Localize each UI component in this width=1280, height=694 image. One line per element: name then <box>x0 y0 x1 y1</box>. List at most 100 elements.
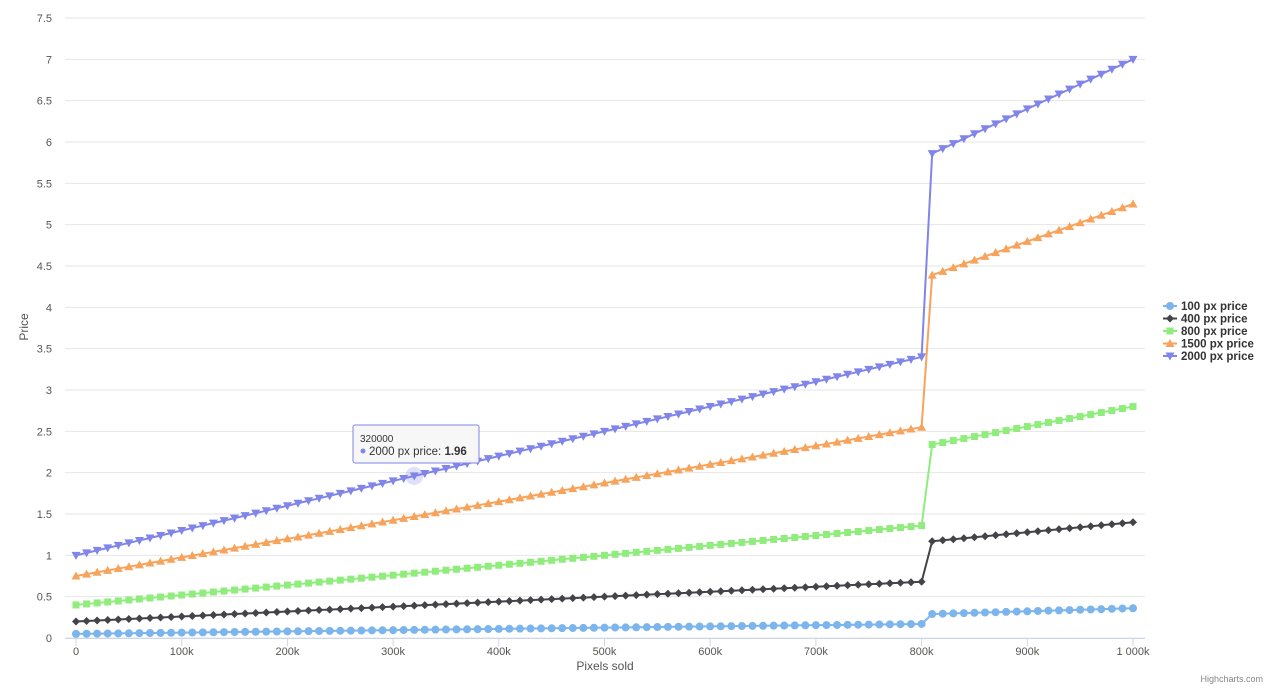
data-point <box>145 628 154 637</box>
data-point <box>864 365 874 374</box>
data-point <box>282 534 292 543</box>
data-point <box>462 502 472 511</box>
data-point <box>652 415 662 424</box>
legend-item[interactable]: 800 px price <box>1163 326 1247 338</box>
data-point <box>188 590 196 598</box>
data-point <box>885 620 894 629</box>
data-point <box>874 363 884 372</box>
data-point <box>357 626 366 635</box>
data-point <box>674 544 682 552</box>
data-point <box>219 628 228 637</box>
data-point <box>526 445 536 454</box>
data-point <box>578 432 588 441</box>
credits-link[interactable]: Highcharts.com <box>1200 674 1263 684</box>
legend-item[interactable]: 100 px price <box>1163 301 1247 313</box>
data-point <box>1118 405 1126 413</box>
data-point <box>93 616 102 625</box>
data-point <box>188 612 197 621</box>
data-point <box>917 577 926 586</box>
data-point <box>177 612 186 621</box>
data-point <box>113 541 123 550</box>
data-point <box>272 627 281 636</box>
data-point <box>103 615 112 624</box>
data-point <box>1065 221 1075 230</box>
data-point <box>273 582 281 590</box>
data-point <box>821 375 831 384</box>
data-point <box>125 596 133 604</box>
data-point <box>145 613 154 622</box>
legend-item[interactable]: 2000 px price <box>1163 351 1254 363</box>
x-tick-label: 200k <box>275 646 299 658</box>
data-point <box>716 587 725 596</box>
data-point <box>547 487 557 496</box>
legend-label: 400 px price <box>1181 314 1247 326</box>
legend-item[interactable]: 1500 px price <box>1163 339 1254 351</box>
data-point <box>748 621 757 630</box>
data-point <box>82 629 91 638</box>
data-point <box>230 514 240 523</box>
data-point <box>843 435 853 444</box>
data-point <box>515 493 525 502</box>
data-point <box>1012 240 1022 249</box>
data-point <box>72 629 80 638</box>
data-point <box>389 626 398 635</box>
data-point <box>801 532 809 540</box>
data-point <box>167 592 175 600</box>
data-point <box>833 581 842 590</box>
data-point <box>727 622 736 631</box>
data-point <box>167 613 176 622</box>
data-point <box>853 368 863 377</box>
data-point <box>305 579 313 587</box>
y-tick-label: 4.5 <box>37 261 52 273</box>
data-point <box>928 441 936 449</box>
data-point <box>653 623 662 632</box>
data-point <box>1033 527 1042 536</box>
data-point <box>558 594 567 603</box>
x-tick-label: 1 000k <box>1116 646 1150 658</box>
data-point <box>367 482 377 491</box>
data-point <box>251 609 260 618</box>
data-point <box>93 599 101 607</box>
data-point <box>72 601 80 609</box>
data-point <box>907 578 916 587</box>
data-point <box>1012 529 1021 538</box>
data-point <box>1033 606 1042 615</box>
data-point <box>695 588 704 597</box>
data-point <box>83 600 91 608</box>
data-point <box>198 611 207 620</box>
x-tick-label: 500k <box>593 646 617 658</box>
data-point <box>600 592 609 601</box>
legend-item[interactable]: 400 px price <box>1163 314 1247 326</box>
data-point <box>1033 100 1043 109</box>
data-point <box>779 446 789 455</box>
data-point <box>536 442 546 451</box>
data-point <box>452 504 462 513</box>
y-tick-label: 6.5 <box>37 96 52 108</box>
data-point <box>759 585 768 594</box>
data-point <box>642 471 652 480</box>
data-point <box>356 484 366 493</box>
data-point <box>949 609 958 618</box>
data-point <box>1055 525 1064 534</box>
data-point <box>304 606 313 615</box>
data-point <box>811 378 821 387</box>
data-point <box>166 554 176 563</box>
data-point <box>886 525 894 533</box>
tooltip-header: 320000 <box>360 434 394 445</box>
data-point <box>473 598 482 607</box>
data-point <box>484 625 493 634</box>
data-point <box>356 521 366 530</box>
data-point <box>346 523 356 532</box>
data-point <box>82 569 92 578</box>
data-point <box>526 596 535 605</box>
data-point <box>938 266 948 275</box>
data-point <box>124 539 134 548</box>
data-point <box>230 628 239 637</box>
data-point <box>1066 415 1074 423</box>
data-point <box>843 370 853 379</box>
data-point <box>726 456 736 465</box>
data-point <box>642 623 651 632</box>
data-point <box>875 526 883 534</box>
data-point <box>652 469 662 478</box>
